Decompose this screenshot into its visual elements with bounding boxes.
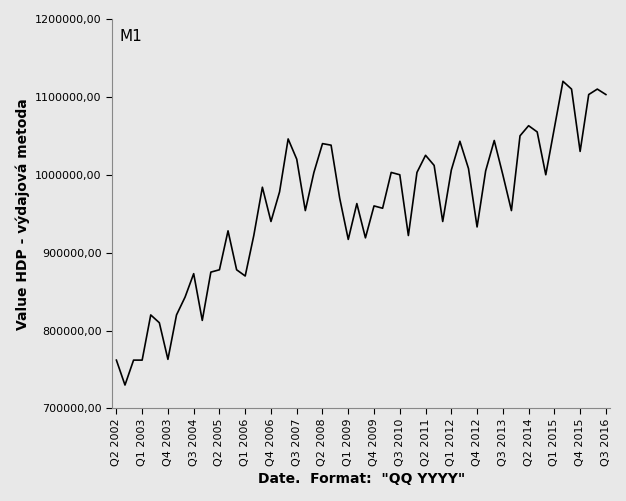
Y-axis label: Value HDP - výdajová metoda: Value HDP - výdajová metoda (15, 98, 29, 330)
Text: M1: M1 (120, 29, 142, 44)
X-axis label: Date.  Format:  "QQ YYYY": Date. Format: "QQ YYYY" (257, 472, 464, 486)
